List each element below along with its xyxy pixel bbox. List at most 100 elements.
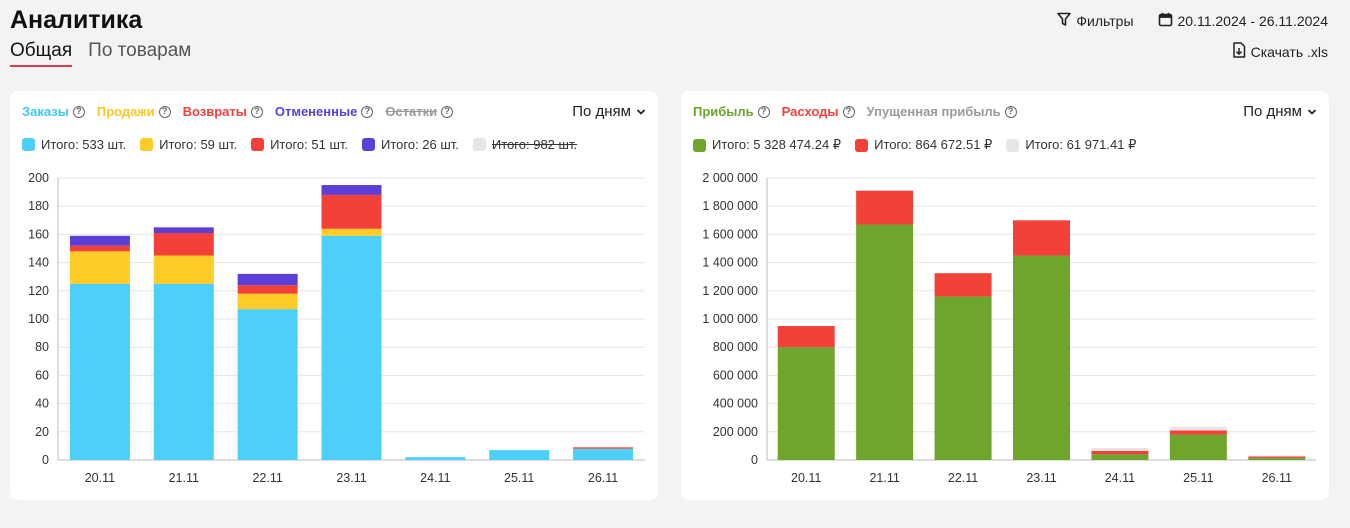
- top-actions: Фильтры 20.11.2024 - 26.11.2024: [1057, 12, 1328, 30]
- help-icon[interactable]: ?: [361, 105, 374, 118]
- bar-segment: [153, 232, 214, 256]
- y-tick-label: 60: [35, 368, 49, 382]
- legend-expenses-label: Расходы: [781, 104, 839, 119]
- y-tick-label: 40: [35, 397, 49, 411]
- chevron-down-icon: [636, 103, 646, 120]
- x-tick-label: 26.11: [588, 471, 618, 485]
- help-icon[interactable]: ?: [158, 105, 171, 118]
- chevron-down-icon: [1307, 103, 1317, 120]
- legend-sales-label: Продажи: [96, 104, 155, 119]
- legend-profit-label: Прибыль: [693, 104, 754, 119]
- legend-returns[interactable]: Возвраты ?: [183, 104, 263, 119]
- total-label: Итого: 51 шт.: [270, 137, 348, 152]
- date-range-label: 20.11.2024 - 26.11.2024: [1177, 13, 1329, 29]
- bar-segment: [1091, 454, 1149, 460]
- y-tick-label: 200: [28, 171, 49, 185]
- total-label: Итого: 61 971.41 ₽: [1025, 137, 1137, 152]
- bar-segment: [777, 347, 835, 460]
- bar-segment: [1169, 426, 1227, 431]
- legend-cancelled-label: Отмененные: [274, 104, 358, 119]
- period-select-right[interactable]: По дням: [1243, 103, 1317, 120]
- total-cancelled: Итого: 26 шт.: [362, 137, 459, 152]
- date-range-picker[interactable]: 20.11.2024 - 26.11.2024: [1158, 12, 1329, 30]
- x-tick-label: 26.11: [1262, 471, 1292, 485]
- legend-stock-label: Остатки: [385, 104, 438, 119]
- filter-icon: [1057, 12, 1072, 30]
- y-tick-label: 200 000: [713, 425, 758, 439]
- help-icon[interactable]: ?: [250, 105, 263, 118]
- y-tick-label: 600 000: [713, 368, 758, 382]
- bar-segment: [1169, 434, 1227, 460]
- help-icon[interactable]: ?: [842, 105, 855, 118]
- x-tick-label: 23.11: [1026, 471, 1056, 485]
- legend-sales[interactable]: Продажи ?: [97, 104, 171, 119]
- filters-button[interactable]: Фильтры: [1057, 12, 1134, 30]
- period-select-left[interactable]: По дням: [572, 103, 646, 120]
- help-icon[interactable]: ?: [1004, 105, 1017, 118]
- x-tick-label: 23.11: [336, 471, 366, 485]
- x-tick-label: 20.11: [85, 471, 115, 485]
- x-tick-label: 22.11: [948, 471, 978, 485]
- bar-segment: [1091, 448, 1149, 451]
- download-xls-button[interactable]: Скачать .xls: [1232, 42, 1328, 61]
- orders-totals: Итого: 533 шт. Итого: 59 шт. Итого: 51 ш…: [22, 137, 577, 152]
- total-orders: Итого: 533 шт.: [22, 137, 126, 152]
- bar-segment: [856, 190, 914, 225]
- total-swatch: [1006, 138, 1020, 152]
- bar-segment: [237, 293, 298, 310]
- help-icon[interactable]: ?: [441, 105, 454, 118]
- bar-segment: [1013, 220, 1070, 256]
- x-tick-label: 22.11: [252, 471, 282, 485]
- legend-profit[interactable]: Прибыль ?: [693, 104, 770, 119]
- total-label: Итого: 5 328 474.24 ₽: [712, 137, 842, 152]
- help-icon[interactable]: ?: [757, 105, 770, 118]
- bar-segment: [321, 235, 382, 460]
- total-swatch: [251, 138, 265, 151]
- tab-by-products[interactable]: По товарам: [88, 40, 192, 61]
- bar-segment: [153, 227, 214, 233]
- bar-segment: [69, 251, 130, 284]
- y-tick-label: 1 000 000: [702, 312, 758, 326]
- period-label: По дням: [1243, 103, 1302, 120]
- total-sales: Итого: 59 шт.: [140, 137, 237, 152]
- bar-segment: [856, 224, 914, 460]
- page-title: Аналитика: [10, 6, 143, 34]
- filters-label: Фильтры: [1076, 13, 1134, 29]
- y-tick-label: 120: [28, 284, 49, 298]
- bar-segment: [934, 296, 992, 460]
- legend-expenses[interactable]: Расходы ?: [782, 104, 855, 119]
- y-tick-label: 1 400 000: [702, 256, 758, 270]
- bar-segment: [153, 283, 214, 460]
- legend-lost-profit[interactable]: Упущенная прибыль ?: [867, 104, 1017, 119]
- bar-segment: [321, 228, 382, 236]
- download-label: Скачать .xls: [1250, 43, 1328, 60]
- y-tick-label: 20: [35, 425, 49, 439]
- legend-orders[interactable]: Заказы ?: [22, 104, 85, 119]
- x-tick-label: 20.11: [791, 471, 821, 485]
- total-stock: Итого: 982 шт.: [472, 137, 577, 152]
- y-tick-label: 100: [28, 312, 49, 326]
- bar-segment: [1248, 457, 1306, 460]
- y-tick-label: 400 000: [713, 397, 758, 411]
- bar-segment: [237, 273, 298, 286]
- help-icon[interactable]: ?: [72, 105, 85, 118]
- bar-segment: [321, 194, 382, 229]
- orders-bar-chart: 0 20 40 60 80 100 120 140 160 180 200 20.11 21.11 22.…: [28, 171, 645, 485]
- legend-stock[interactable]: Остатки ?: [385, 104, 454, 119]
- bar-segment: [321, 185, 382, 195]
- legend-cancelled[interactable]: Отмененные ?: [274, 104, 374, 119]
- x-tick-label: 24.11: [420, 471, 450, 485]
- bar-segment: [1248, 456, 1306, 458]
- total-swatch: [855, 138, 869, 152]
- total-label: Итого: 26 шт.: [381, 137, 459, 152]
- bar-segment: [69, 235, 130, 246]
- total-swatch: [693, 138, 706, 152]
- period-label: По дням: [572, 103, 631, 120]
- tab-general[interactable]: Общая: [10, 40, 73, 67]
- bar-segment: [573, 447, 634, 449]
- calendar-icon: [1158, 12, 1173, 30]
- x-tick-label: 25.11: [1183, 471, 1213, 485]
- legend-orders-label: Заказы: [22, 104, 69, 119]
- total-label: Итого: 864 672.51 ₽: [874, 137, 993, 152]
- bar-segment: [405, 457, 466, 460]
